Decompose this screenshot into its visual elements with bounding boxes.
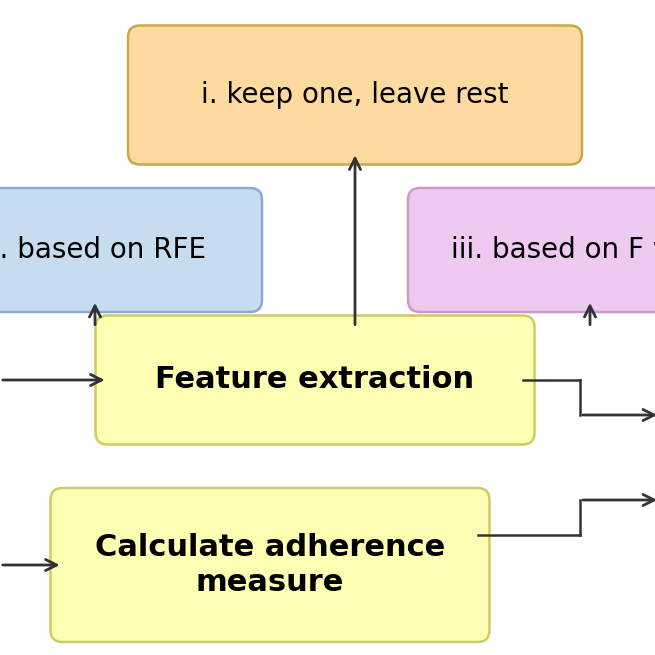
FancyBboxPatch shape [50,488,489,642]
Text: Feature extraction: Feature extraction [155,365,475,394]
FancyBboxPatch shape [96,316,534,445]
Text: iii. based on F value: iii. based on F value [451,236,655,264]
FancyBboxPatch shape [128,26,582,164]
Text: i. keep one, leave rest: i. keep one, leave rest [201,81,509,109]
Text: ii. based on RFE: ii. based on RFE [0,236,206,264]
FancyBboxPatch shape [408,188,655,312]
Text: Calculate adherence
measure: Calculate adherence measure [95,533,445,597]
FancyBboxPatch shape [0,188,262,312]
